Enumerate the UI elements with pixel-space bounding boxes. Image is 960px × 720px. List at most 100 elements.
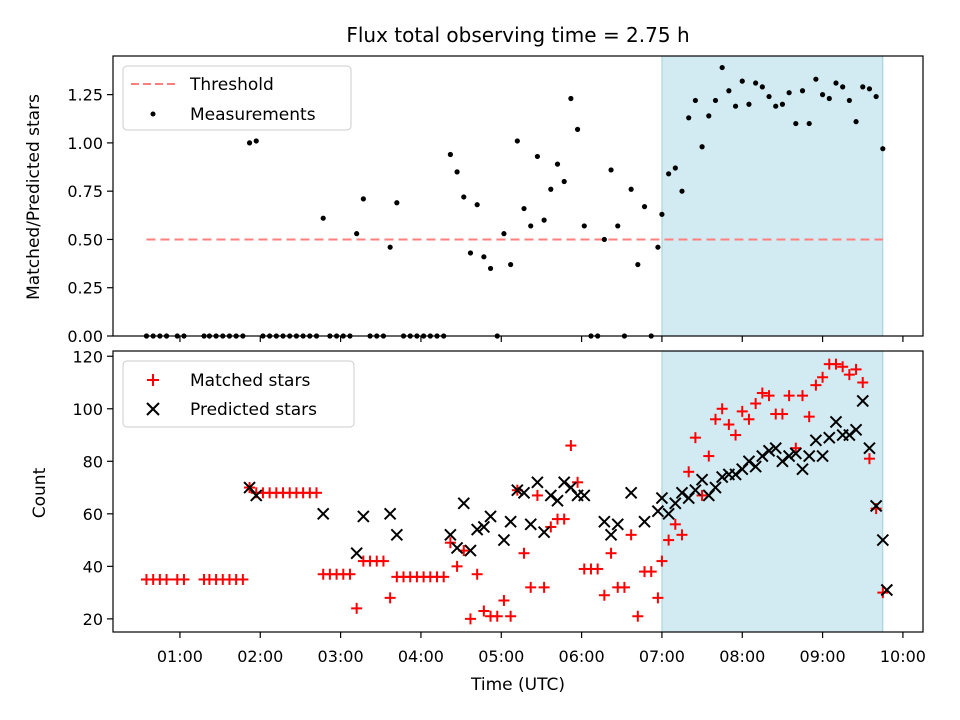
- measurements-legend-swatch: [150, 111, 156, 117]
- bottom-x-axis-ticks: 01:00 02:00 03:00 04:00 05:00 06:00 07:00 08:00…: [157, 632, 926, 666]
- matched-star-point: [743, 413, 755, 425]
- matched-star-point: [592, 563, 604, 575]
- matched-star-point: [709, 413, 721, 425]
- measurement-point: [866, 86, 873, 92]
- matched-star-point: [850, 363, 862, 375]
- predicted-star-point: [829, 415, 843, 429]
- bottom-legend: Matched stars Predicted stars: [122, 360, 355, 428]
- measurement-point: [679, 188, 685, 194]
- matched-star-point: [803, 411, 815, 423]
- measurement-point: [601, 236, 607, 243]
- predicted-star-point: [531, 476, 544, 489]
- matched-star-point: [572, 476, 584, 488]
- predicted-star-point: [517, 486, 531, 500]
- measurement-point: [699, 144, 705, 150]
- matched-star-point: [505, 610, 517, 622]
- predicted-star-point: [695, 473, 709, 486]
- measurement-point: [739, 78, 745, 84]
- measurement-point: [746, 101, 752, 107]
- matched-star-point: [837, 361, 849, 373]
- top-chart-title: Flux total observing time = 2.75 h: [346, 23, 689, 47]
- predicted-star-point: [876, 533, 890, 547]
- predicted-star-point: [551, 494, 564, 507]
- measurement-point: [732, 103, 739, 109]
- top-legend-box: [122, 65, 352, 131]
- bottom-panel: Count Time (UTC) 20 40 60 80 100 120 01:00 02:…: [30, 347, 926, 695]
- predicted-star-point: [250, 489, 263, 502]
- matched-star-point: [237, 573, 249, 585]
- matched-star-point: [723, 419, 735, 431]
- matched-star-point: [843, 369, 855, 381]
- matched-star-point: [311, 487, 323, 499]
- predicted-star-point: [816, 449, 829, 463]
- predicted-star-point: [651, 504, 665, 518]
- predicted-star-point: [675, 486, 689, 500]
- matched-star-point: [464, 613, 476, 625]
- measurement-point: [719, 64, 725, 71]
- measurement-point: [548, 186, 554, 192]
- measurement-point: [394, 200, 400, 206]
- measurement-point: [581, 223, 587, 229]
- predicted-star-point: [715, 470, 729, 484]
- predicted-star-point: [856, 394, 869, 408]
- measurement-point: [521, 205, 527, 212]
- measurement-point: [873, 93, 879, 100]
- matched-star-point: [565, 440, 577, 452]
- matched-star-point: [716, 403, 728, 415]
- measurement-point: [487, 265, 494, 272]
- predicted-star-point: [880, 583, 894, 597]
- measurement-point: [860, 84, 866, 90]
- measurement-point: [712, 97, 719, 104]
- measurement-point: [454, 169, 460, 175]
- matched-star-point: [645, 566, 657, 578]
- measurement-point: [534, 153, 541, 160]
- predicted-star-point: [655, 491, 669, 505]
- predicted-star-point: [350, 547, 363, 560]
- predicted-star-point: [689, 483, 702, 497]
- predicted-star-point: [823, 431, 836, 444]
- predicted-star-point: [537, 525, 551, 539]
- predicted-star-point: [796, 462, 809, 476]
- matched-star-point: [669, 518, 681, 530]
- matched-stars-series: [140, 358, 889, 625]
- measurement-point: [354, 231, 360, 237]
- x-tick-label: 06:00: [559, 647, 605, 666]
- measurement-point: [799, 88, 806, 94]
- measurement-point: [608, 167, 614, 173]
- x-tick-label: 07:00: [639, 647, 685, 666]
- measurement-point: [726, 88, 732, 94]
- y-tick-label: 100: [72, 400, 103, 419]
- matched-star-point: [736, 405, 748, 417]
- matched-star-point: [538, 581, 550, 593]
- matched-star-point: [683, 466, 695, 478]
- predicted-star-point: [357, 510, 370, 523]
- predicted-legend-swatch: [146, 402, 160, 416]
- predicted-star-point: [749, 460, 762, 473]
- predicted-star-point: [557, 476, 571, 489]
- matched-star-point: [756, 387, 768, 399]
- predicted-star-point: [544, 489, 558, 502]
- matched-star-point: [451, 560, 463, 572]
- y-tick-label: 0.00: [67, 327, 103, 346]
- measurement-point: [360, 196, 366, 202]
- top-legend: Threshold Measurements: [122, 65, 352, 131]
- x-tick-label: 05:00: [478, 647, 524, 666]
- measurement-point: [461, 194, 467, 200]
- predicted-star-point: [504, 515, 517, 528]
- measurement-point: [773, 103, 779, 109]
- y-tick-label: 40: [83, 557, 103, 576]
- measurement-point: [481, 254, 487, 260]
- predicted-star-point: [729, 468, 742, 481]
- predicted-star-point: [450, 541, 464, 555]
- measurement-point: [846, 97, 852, 104]
- measurement-point: [635, 261, 641, 268]
- measurement-point: [528, 223, 534, 229]
- predicted-star-point: [484, 510, 497, 523]
- predicted-star-point: [662, 507, 675, 521]
- matched-legend-label: Matched stars: [190, 371, 310, 391]
- top-y-axis-ticks: 0.00 0.25 0.50 0.75 1.00 1.25: [67, 86, 113, 346]
- measurement-point: [253, 138, 259, 144]
- matched-star-point: [750, 398, 762, 410]
- matched-star-point: [863, 453, 875, 465]
- bottom-y-axis-ticks: 20 40 60 80 100 120: [72, 347, 113, 629]
